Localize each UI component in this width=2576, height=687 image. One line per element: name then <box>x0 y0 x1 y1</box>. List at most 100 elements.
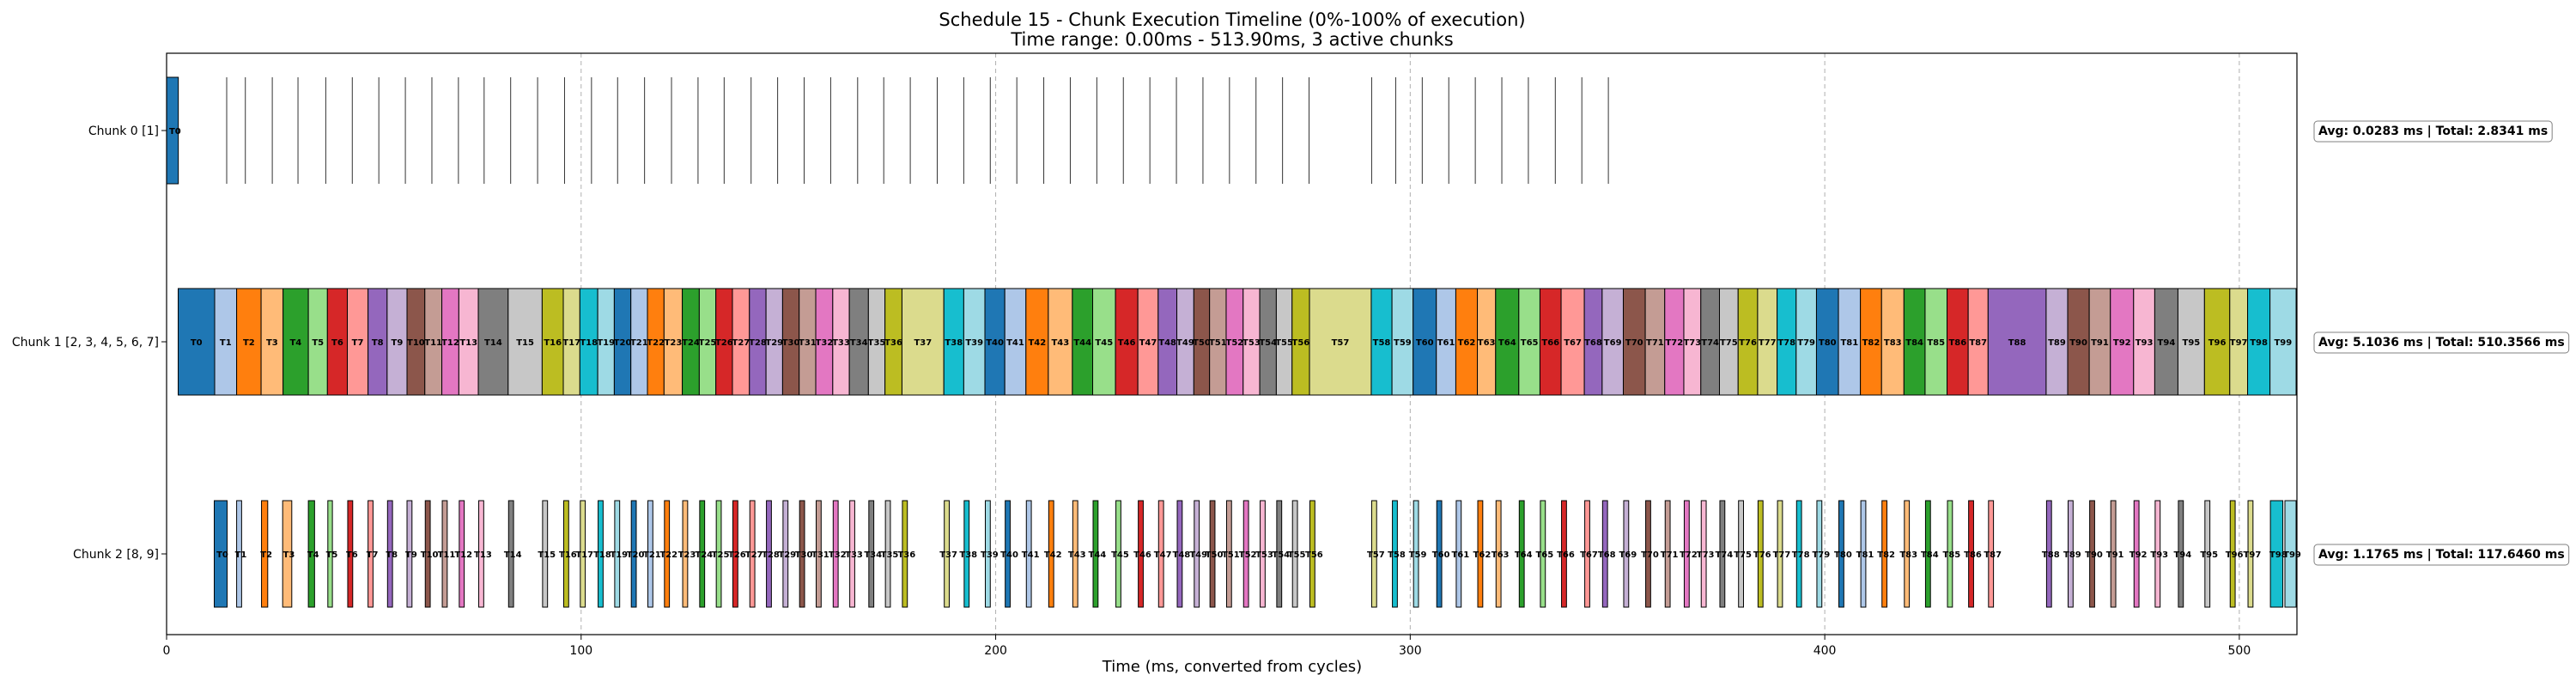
task-bar <box>732 500 738 608</box>
task-bar <box>1157 500 1164 608</box>
task-bar <box>1719 500 1726 608</box>
task-bar <box>614 500 621 608</box>
task-label: T76 <box>1739 338 1757 348</box>
task-bar <box>1518 500 1525 608</box>
task-label: T51 <box>1209 338 1227 348</box>
task-bar <box>816 500 822 608</box>
task-bar <box>799 500 805 608</box>
task-label: T97 <box>2244 550 2262 560</box>
task-bar <box>2133 288 2155 396</box>
task-bar <box>2133 500 2140 608</box>
task-bar <box>1391 288 1414 396</box>
task-label: T60 <box>1432 550 1450 560</box>
task-label: T30 <box>782 338 800 348</box>
task-label: T94 <box>2173 550 2191 560</box>
task-label: T86 <box>1964 550 1982 560</box>
task-bar <box>1309 500 1315 608</box>
task-label: T1 <box>220 338 232 348</box>
task-bar <box>1138 500 1144 608</box>
task-label: T36 <box>897 550 915 560</box>
task-label: T82 <box>1877 550 1895 560</box>
task-label: T63 <box>1478 338 1496 348</box>
task-bar <box>283 288 309 396</box>
task-bar <box>1115 500 1121 608</box>
task-bar <box>1048 288 1073 396</box>
task-bar <box>1623 500 1630 608</box>
task-bar <box>1738 500 1744 608</box>
task-label: T69 <box>1604 338 1622 348</box>
task-label: T78 <box>1792 550 1810 560</box>
task-label: T40 <box>1000 550 1018 560</box>
task-bar <box>1838 500 1844 608</box>
task-bar <box>1645 500 1651 608</box>
task-label: T77 <box>1759 338 1777 348</box>
task-label: T90 <box>2069 338 2087 348</box>
task-bar <box>901 288 945 396</box>
task-bar <box>1881 500 1888 608</box>
task-bar <box>2088 288 2111 396</box>
task-label: T31 <box>811 550 829 560</box>
task-label: T56 <box>1292 338 1310 348</box>
chart-title: Schedule 15 - Chunk Execution Timeline (… <box>939 9 1525 30</box>
task-bar <box>282 500 293 608</box>
task-bar <box>261 500 269 608</box>
task-label: T15 <box>538 550 556 560</box>
task-label: T63 <box>1492 550 1510 560</box>
task-bar <box>327 500 333 608</box>
task-label: T16 <box>544 338 562 348</box>
task-label: T21 <box>630 338 648 348</box>
task-label: T41 <box>1022 550 1040 560</box>
task-label: T86 <box>1948 338 1966 348</box>
task-label: T96 <box>2208 338 2227 348</box>
task-label: T1 <box>235 550 247 560</box>
task-bar <box>1005 500 1011 608</box>
task-label: T18 <box>593 550 611 560</box>
x-tick-label: 400 <box>1814 644 1837 658</box>
task-label: T19 <box>597 338 615 348</box>
task-label: T52 <box>1226 338 1244 348</box>
stats-text: Avg: 0.0283 ms | Total: 2.8341 ms <box>2318 125 2548 138</box>
task-bar <box>1370 288 1393 396</box>
task-bar <box>2269 500 2284 608</box>
task-bar <box>1276 500 1283 608</box>
task-bar <box>406 500 413 608</box>
task-bar <box>1048 500 1054 608</box>
task-bar <box>1988 500 1995 608</box>
task-label: T13 <box>474 550 492 560</box>
task-label: T79 <box>1797 338 1815 348</box>
task-bar <box>1370 500 1377 608</box>
task-label: T53 <box>1242 338 1261 348</box>
task-bar <box>1495 500 1502 608</box>
task-bar <box>542 500 549 608</box>
task-label: T87 <box>1969 338 1987 348</box>
task-bar <box>1518 288 1540 396</box>
task-label: T28 <box>762 550 780 560</box>
task-bar <box>214 500 228 608</box>
task-bar <box>832 500 839 608</box>
task-bar <box>1601 288 1624 396</box>
task-bar <box>1815 288 1839 396</box>
task-label: T58 <box>1373 338 1391 348</box>
task-label: T37 <box>914 338 932 348</box>
stats-box: Avg: 0.0283 ms | Total: 2.8341 ms <box>2313 120 2553 143</box>
task-label: T32 <box>816 338 834 348</box>
task-label: T70 <box>1641 550 1659 560</box>
row-label: Chunk 1 [2, 3, 4, 5, 6, 7] <box>12 336 159 350</box>
task-label: T24 <box>682 338 700 348</box>
task-label: T23 <box>665 338 683 348</box>
task-label: T8 <box>386 550 398 560</box>
task-label: T32 <box>829 550 847 560</box>
task-bar <box>307 500 315 608</box>
task-label: T81 <box>1840 338 1858 348</box>
task-label: T11 <box>424 338 442 348</box>
task-label: T54 <box>1259 338 1277 348</box>
task-bar <box>715 500 722 608</box>
task-bar <box>1700 500 1707 608</box>
task-bar <box>1561 500 1567 608</box>
task-label: T61 <box>1437 338 1455 348</box>
task-label: T39 <box>965 338 983 348</box>
task-label: T44 <box>1089 550 1107 560</box>
task-bar <box>1455 500 1462 608</box>
